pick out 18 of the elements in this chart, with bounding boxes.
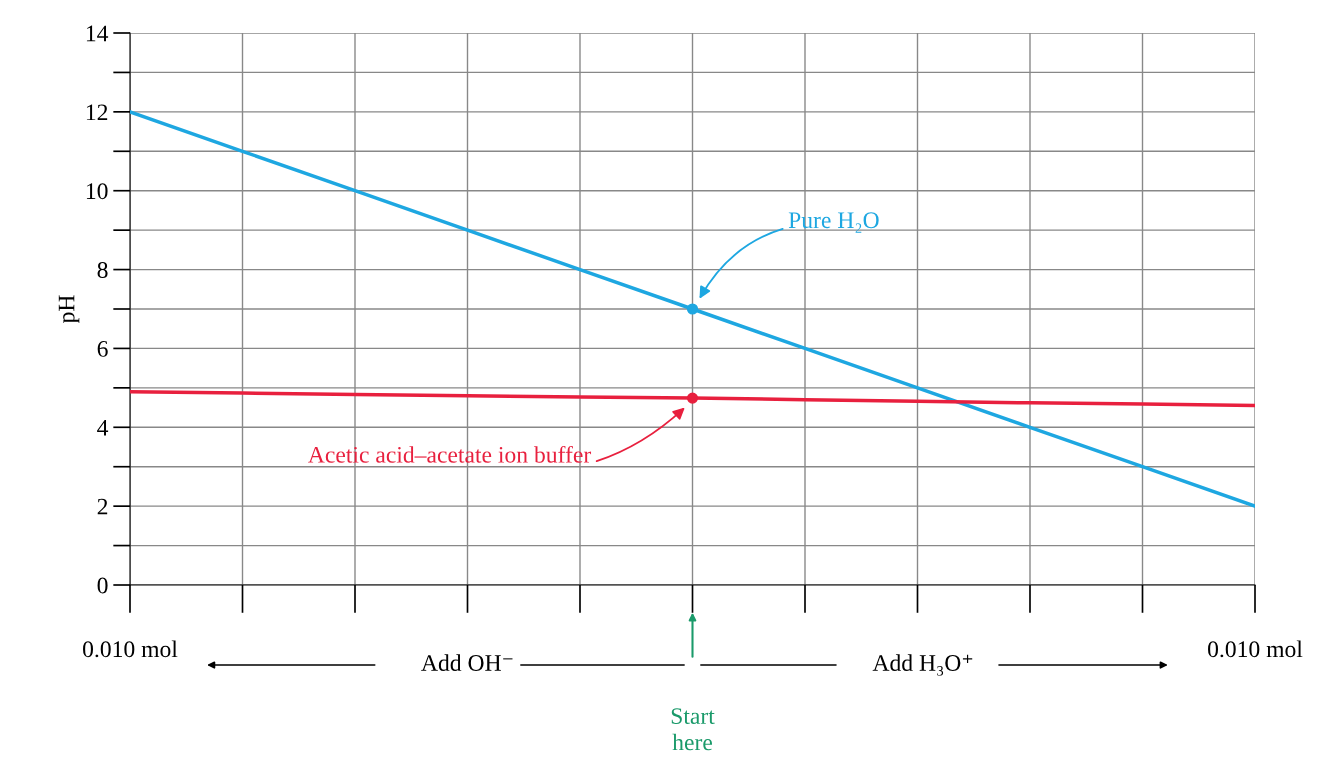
- line-series: [130, 390, 1255, 408]
- line-series: [130, 110, 1255, 508]
- y-tick-label: 4: [97, 419, 109, 436]
- x-tick-label: 0.010 mol: [83, 640, 178, 658]
- y-tick-label: 2: [97, 498, 108, 515]
- y-axis-title: pH: [58, 295, 80, 324]
- y-tick-label: 8: [97, 262, 108, 278]
- y-tick-label: 6: [97, 340, 108, 357]
- text: Add H₃O⁺: [872, 654, 973, 676]
- x-tick-label: 0.010 mol: [1208, 640, 1303, 658]
- text: Pure H₂O: [788, 212, 879, 233]
- y-tick-label: 0: [97, 577, 108, 594]
- text: Start here: [671, 708, 715, 751]
- text: Acetic acid–acetate ion buffer: [308, 445, 592, 463]
- y-tick-label: 10: [86, 183, 108, 200]
- y-tick-label: 14: [86, 25, 109, 42]
- y-tick-label: 12: [86, 104, 108, 121]
- text: Add OH⁻: [421, 654, 513, 671]
